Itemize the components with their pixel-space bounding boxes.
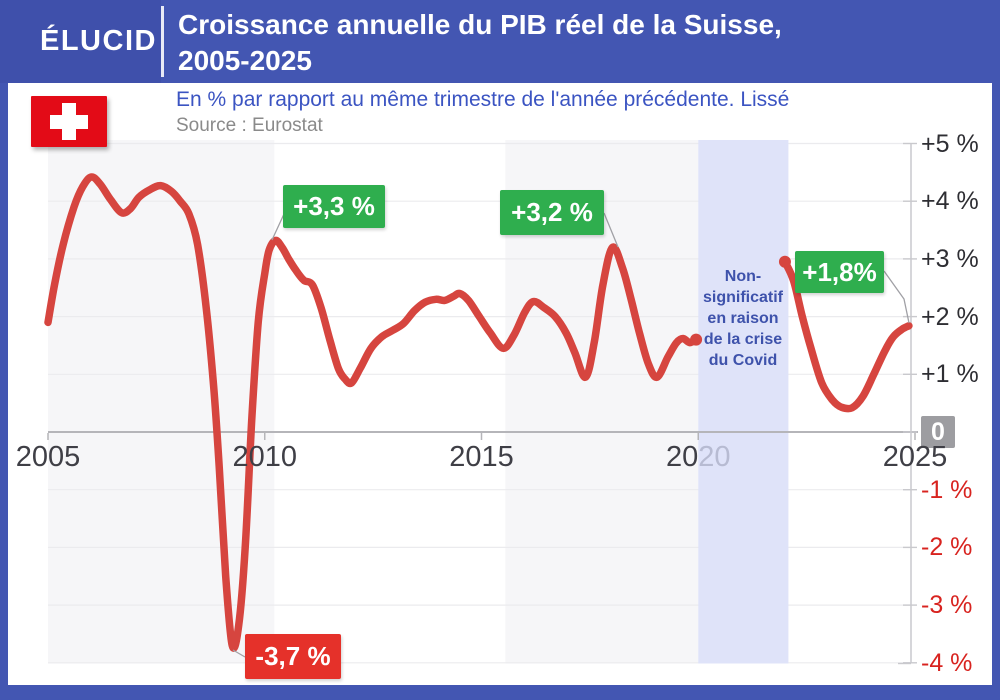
line-endpoint-dot	[778, 255, 791, 268]
gdp-line	[44, 173, 700, 652]
page-title: Croissance annuelle du PIB réel de la Su…	[178, 7, 782, 79]
gdp-line	[781, 258, 913, 413]
frame-border-right	[992, 83, 1000, 685]
shaded-band	[48, 140, 275, 664]
frame-border-left	[0, 83, 8, 685]
swiss-flag-icon	[31, 96, 107, 147]
annotation-callout	[603, 212, 619, 248]
header: ÉLUCID Croissance annuelle du PIB réel d…	[0, 0, 1000, 83]
header-separator	[161, 6, 164, 77]
footer-bar: www.elucid.media	[0, 685, 1000, 700]
elucid-logo-block	[0, 0, 161, 83]
annotation-callout	[232, 649, 246, 658]
annotation-callout	[271, 213, 285, 241]
covid-note: Non-significatif en raison de la crise du C…	[702, 268, 783, 369]
elucid-logo: ÉLUCID	[40, 25, 157, 57]
page-title-line2: 2005-2025	[178, 45, 312, 76]
annotation-callout	[883, 270, 910, 324]
chart-subtitle: En % par rapport au même trimestre de l'…	[176, 88, 790, 111]
line-endpoint-dot	[690, 333, 703, 346]
chart-source: Source : Eurostat	[176, 115, 323, 136]
covid-band	[698, 140, 789, 664]
page-title-line1: Croissance annuelle du PIB réel de la Su…	[178, 9, 782, 40]
shaded-band	[505, 140, 699, 664]
